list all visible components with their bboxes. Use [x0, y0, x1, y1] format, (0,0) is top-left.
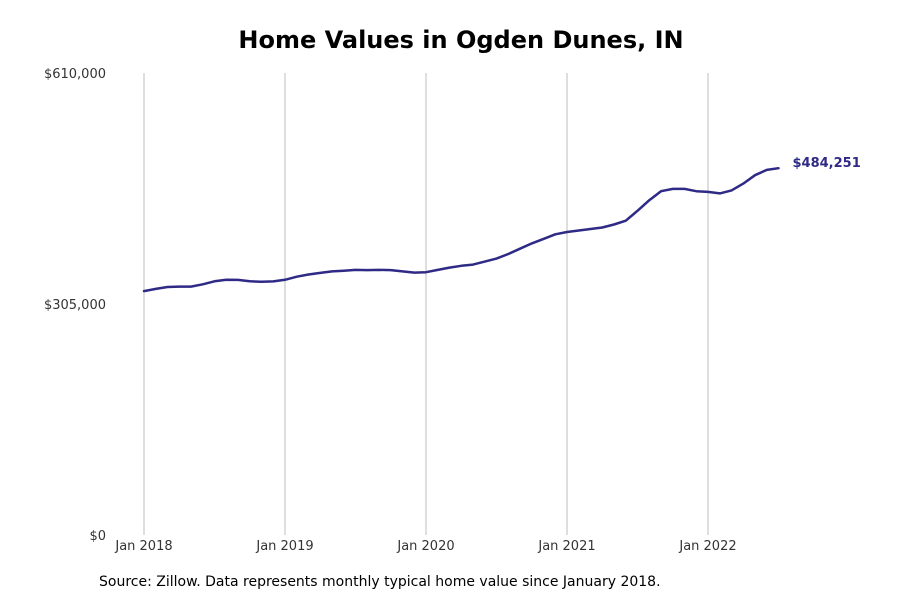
y-tick-label: $305,000	[44, 298, 106, 313]
chart-title: Home Values in Ogden Dunes, IN	[238, 26, 684, 54]
source-note: Source: Zillow. Data represents monthly …	[99, 574, 661, 590]
x-axis-tick-labels: Jan 2018 Jan 2019 Jan 2020 Jan 2021 Jan 2022	[114, 539, 736, 554]
y-tick-label: $0	[89, 529, 106, 544]
x-tick-label: Jan 2020	[396, 539, 454, 554]
end-value-label: $484,251	[793, 156, 861, 171]
x-tick-label: Jan 2021	[537, 539, 595, 554]
gridlines	[143, 73, 709, 535]
x-tick-label: Jan 2019	[255, 539, 313, 554]
x-tick-label: Jan 2022	[678, 539, 736, 554]
series-line	[142, 166, 780, 293]
series-layer: $484,251	[142, 156, 861, 293]
y-tick-label: $610,000	[44, 67, 106, 82]
x-tick-label: Jan 2018	[114, 539, 172, 554]
y-axis-tick-labels: $0 $305,000 $610,000	[44, 67, 106, 544]
